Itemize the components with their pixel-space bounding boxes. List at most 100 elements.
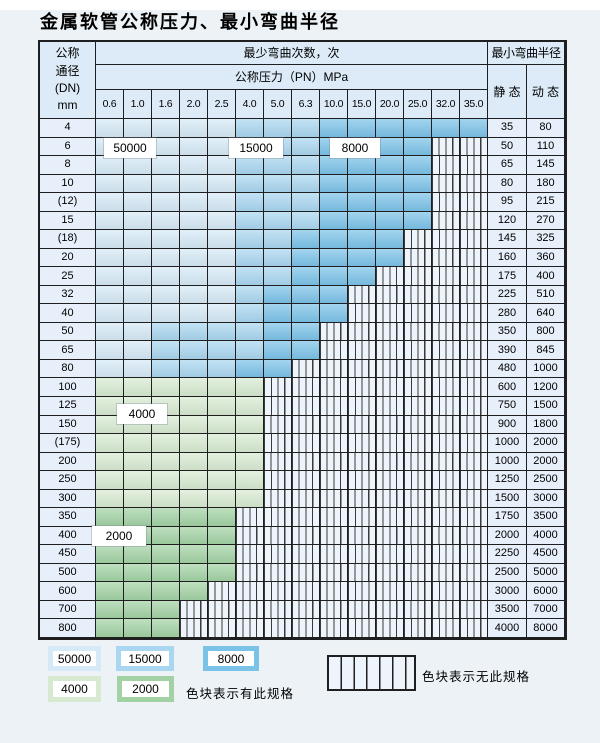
- no-spec-cell: [236, 545, 264, 564]
- spec-cell-50000: [180, 304, 208, 323]
- spec-cell-8000: [320, 267, 348, 286]
- no-spec-cell: [460, 619, 488, 638]
- no-spec-cell: [432, 174, 460, 194]
- dn-cell: 450: [40, 545, 96, 564]
- no-spec-cell: [348, 582, 376, 601]
- no-spec-cell: [432, 508, 460, 527]
- dn-cell: 800: [40, 619, 96, 638]
- spec-cell-15000: [208, 341, 236, 360]
- pressure-col-header: 6.3: [292, 90, 320, 119]
- no-spec-cell: [404, 434, 432, 453]
- spec-cell-8000: [264, 304, 292, 323]
- no-spec-cell: [320, 396, 348, 416]
- no-spec-cell: [348, 378, 376, 397]
- dn-cell: 700: [40, 600, 96, 620]
- no-spec-cell: [320, 600, 348, 620]
- dynamic-radius-cell: 110: [527, 137, 565, 157]
- no-spec-cell: [460, 285, 488, 305]
- spec-cell-50000: [124, 119, 152, 138]
- no-spec-cell: [264, 396, 292, 416]
- spec-cell-50000: [152, 285, 180, 305]
- static-radius-cell: 1250: [488, 471, 527, 490]
- spec-cell-50000: [180, 119, 208, 138]
- no-spec-cell: [348, 619, 376, 638]
- spec-cell-50000: [124, 156, 152, 175]
- spec-cell-8000: [292, 341, 320, 360]
- no-spec-cell: [404, 285, 432, 305]
- dynamic-radius-cell: 640: [527, 304, 565, 323]
- no-spec-cell: [460, 322, 488, 342]
- no-spec-cell: [432, 341, 460, 360]
- no-spec-cell: [460, 415, 488, 435]
- spec-cell-8000: [320, 211, 348, 231]
- spec-cell-50000: [124, 174, 152, 194]
- spec-cell-8000: [376, 193, 404, 212]
- static-radius-cell: 175: [488, 267, 527, 286]
- spec-cell-15000: [292, 174, 320, 194]
- dynamic-radius-cell: 4500: [527, 545, 565, 564]
- spec-cell-8000: [432, 119, 460, 138]
- spec-cell-15000: [292, 193, 320, 212]
- spec-cell-50000: [152, 156, 180, 175]
- spec-cell-2000: [124, 582, 152, 601]
- spec-cell-50000: [208, 285, 236, 305]
- no-spec-cell: [264, 619, 292, 638]
- dn-column-header: 公称 通径 (DN) mm: [40, 42, 96, 119]
- spec-cell-50000: [208, 156, 236, 175]
- spec-cell-50000: [124, 267, 152, 286]
- spec-cell-50000: [208, 211, 236, 231]
- spec-cell-50000: [96, 248, 124, 268]
- spec-cell-2000: [152, 600, 180, 620]
- spec-cell-4000: [152, 378, 180, 397]
- spec-cell-8000: [348, 174, 376, 194]
- spec-cell-50000: [152, 304, 180, 323]
- no-spec-cell: [348, 434, 376, 453]
- static-radius-cell: 95: [488, 193, 527, 212]
- no-spec-cell: [432, 582, 460, 601]
- dn-cell: 300: [40, 489, 96, 509]
- spec-cell-50000: [96, 156, 124, 175]
- no-spec-cell: [432, 230, 460, 249]
- spec-cell-15000: [236, 230, 264, 249]
- pressure-col-header: 20.0: [376, 90, 404, 119]
- spec-cell-15000: [236, 156, 264, 175]
- spec-cell-15000: [180, 341, 208, 360]
- no-spec-cell: [348, 341, 376, 360]
- dynamic-radius-cell: 1000: [527, 359, 565, 379]
- no-spec-cell: [264, 452, 292, 472]
- spec-cell-4000: [208, 378, 236, 397]
- no-spec-cell: [320, 471, 348, 490]
- no-spec-cell: [460, 582, 488, 601]
- dn-cell: 25: [40, 267, 96, 286]
- pressure-col-header: 0.6: [96, 90, 124, 119]
- static-radius-cell: 900: [488, 415, 527, 435]
- spec-cell-15000: [264, 230, 292, 249]
- static-radius-cell: 65: [488, 156, 527, 175]
- no-spec-cell: [348, 359, 376, 379]
- no-spec-cell: [320, 452, 348, 472]
- spec-cell-2000: [152, 563, 180, 583]
- no-spec-cell: [404, 563, 432, 583]
- no-spec-cell: [236, 508, 264, 527]
- dynamic-radius-cell: 4000: [527, 526, 565, 546]
- spec-cell-2000: [152, 545, 180, 564]
- no-spec-cell: [404, 600, 432, 620]
- spec-cell-50000: [180, 193, 208, 212]
- dn-cell: (18): [40, 230, 96, 249]
- no-spec-cell: [432, 545, 460, 564]
- spec-cell-4000: [124, 452, 152, 472]
- no-spec-cell: [376, 452, 404, 472]
- spec-cell-2000: [96, 582, 124, 601]
- no-spec-cell: [292, 600, 320, 620]
- no-spec-cell: [460, 230, 488, 249]
- pressure-col-header: 15.0: [348, 90, 376, 119]
- legend-swatch-2000: 2000: [117, 676, 174, 702]
- spec-cell-4000: [96, 471, 124, 490]
- no-spec-cell: [320, 489, 348, 509]
- no-spec-cell: [376, 322, 404, 342]
- no-spec-cell: [432, 396, 460, 416]
- dn-cell: 15: [40, 211, 96, 231]
- no-spec-cell: [460, 341, 488, 360]
- no-spec-cell: [292, 359, 320, 379]
- spec-cell-50000: [152, 119, 180, 138]
